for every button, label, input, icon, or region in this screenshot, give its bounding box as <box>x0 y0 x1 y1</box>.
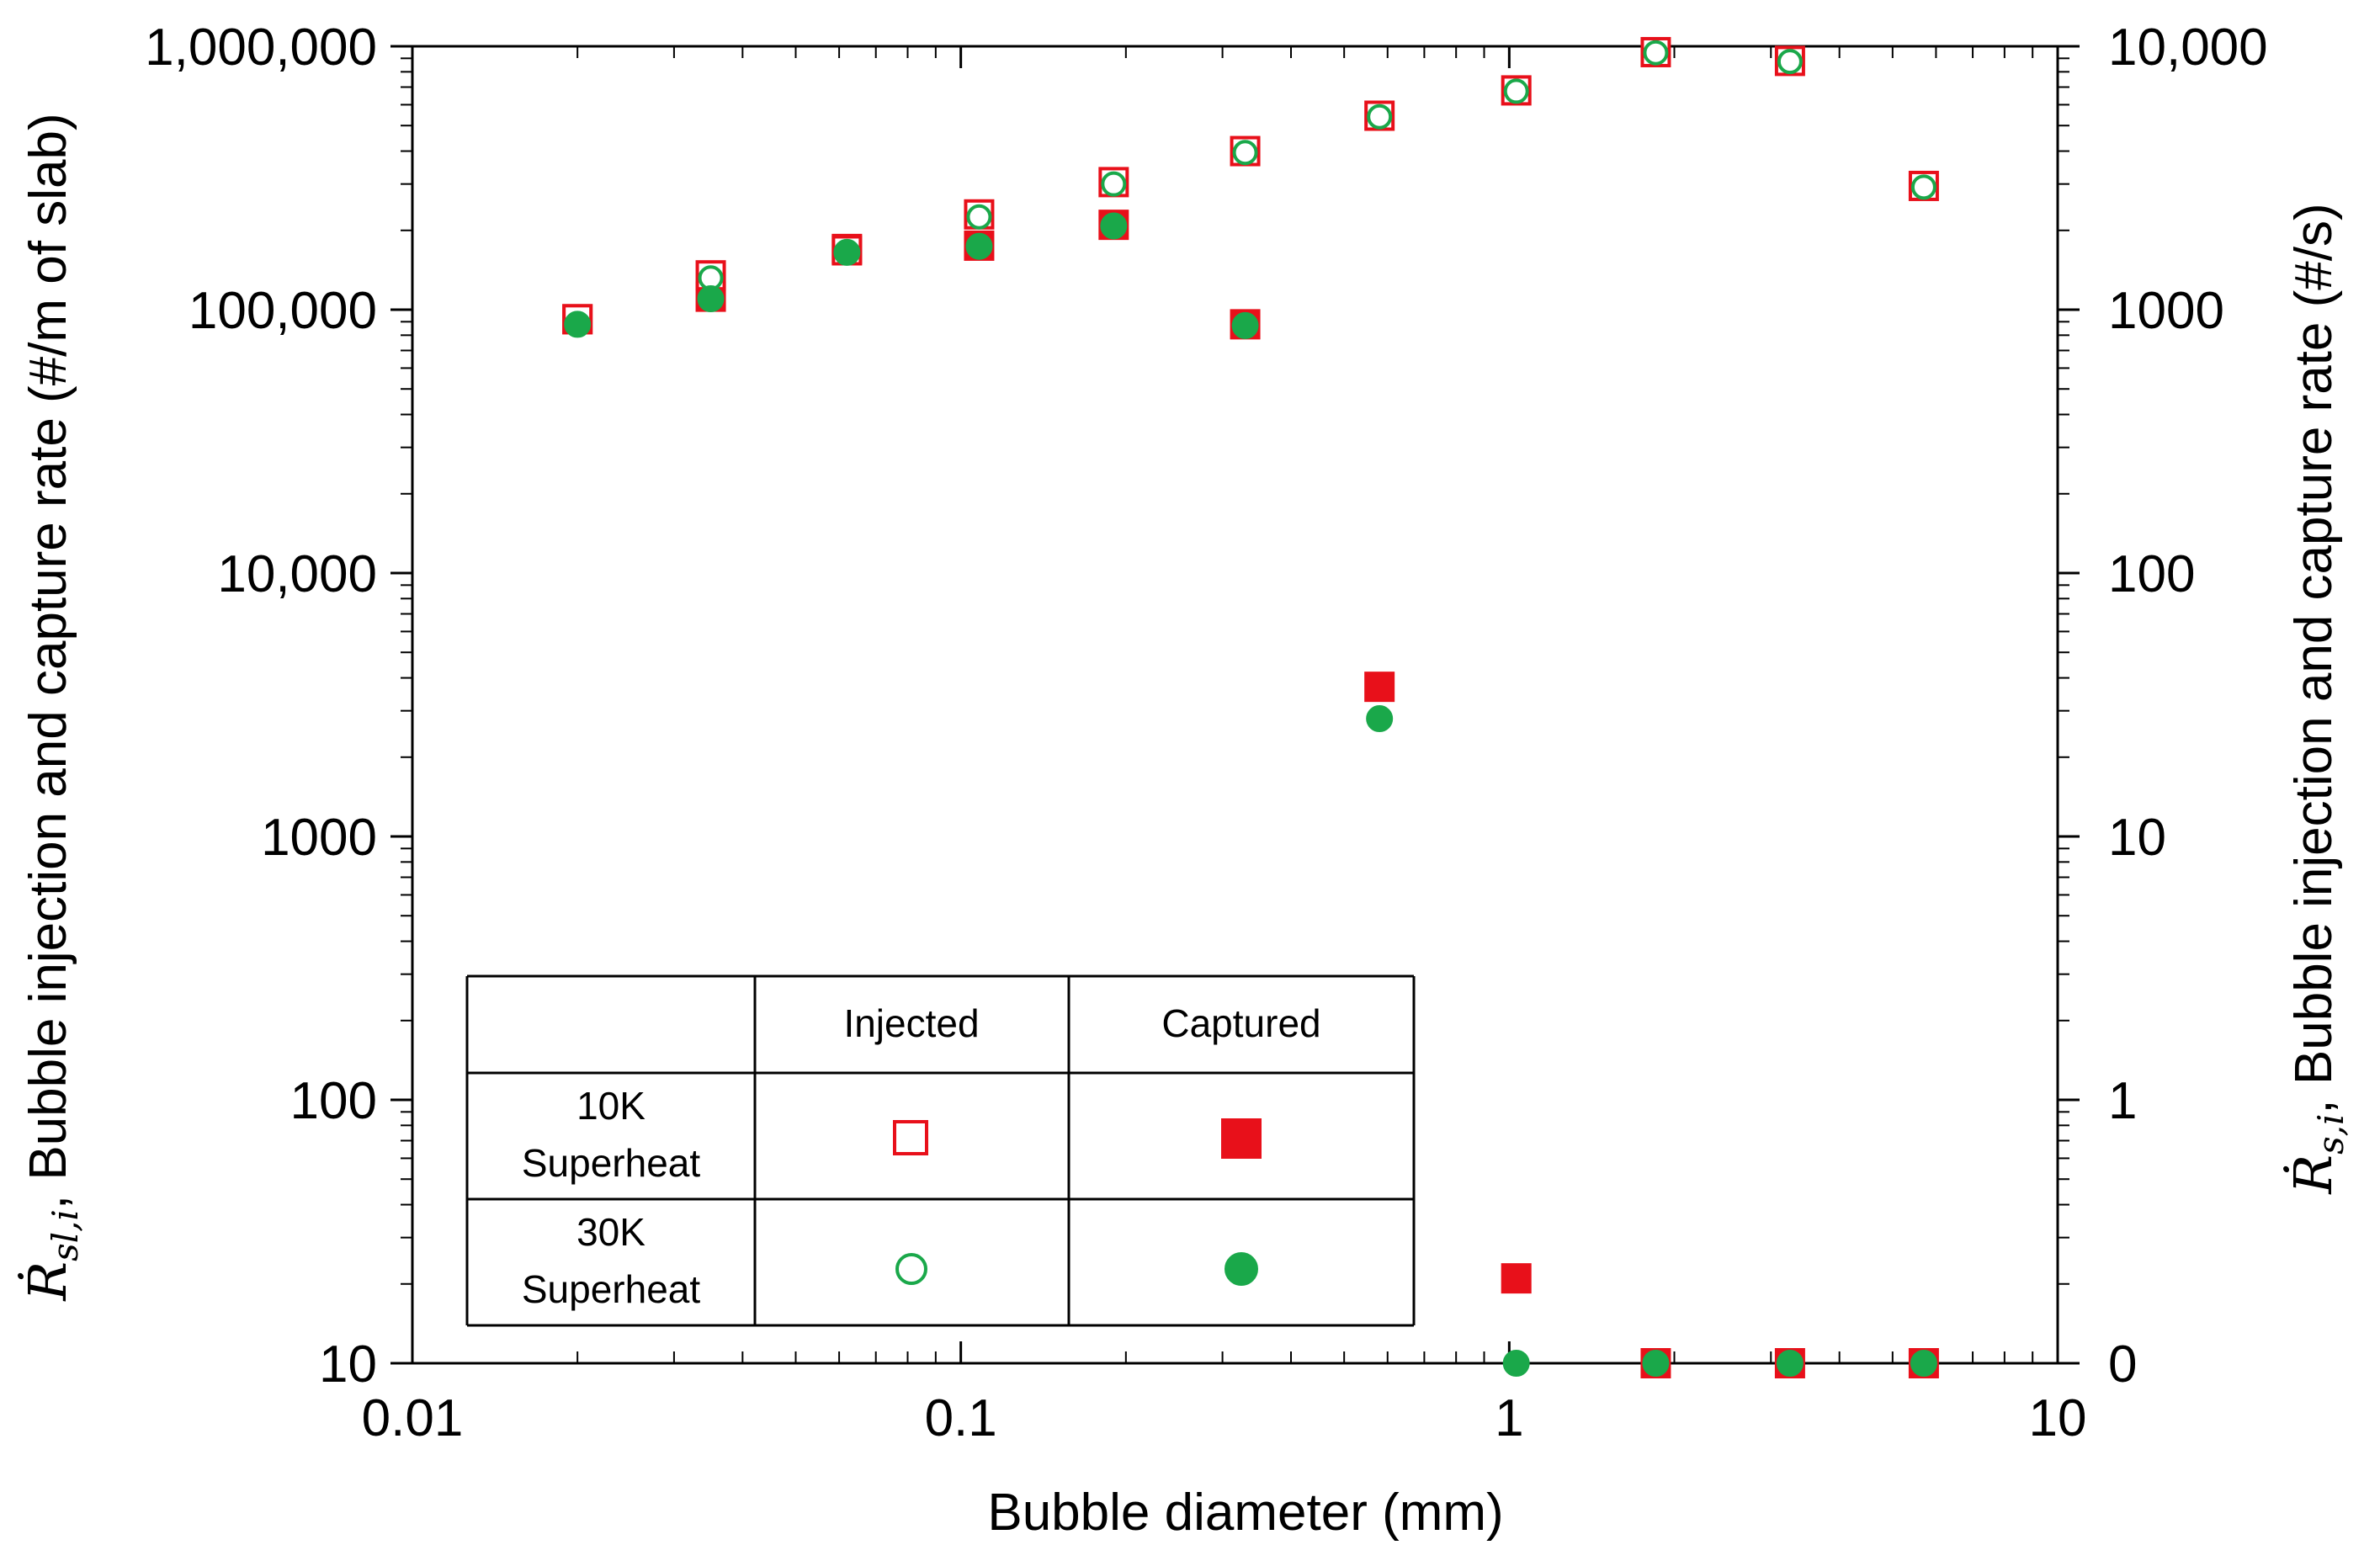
y-left-symbol: Ṙ <box>17 1261 78 1302</box>
data-point-30k-injected <box>1367 104 1393 130</box>
y-right-tick-label: 10,000 <box>2108 19 2268 77</box>
y-right-tick-labels: 0 1 10 100 1000 10,000 <box>2108 19 2268 1394</box>
legend-row-30k-line2: Superheat <box>522 1267 700 1311</box>
y-left-tick-label: 1000 <box>261 809 377 867</box>
y-right-tick-label: 100 <box>2108 545 2195 603</box>
y-right-tick-label: 0 <box>2108 1335 2137 1394</box>
plot-frame <box>411 45 2059 1365</box>
y-left-tick-labels: 10 100 1000 10,000 100,000 1,000,000 <box>145 19 377 1394</box>
legend-row-10k-line1: 10K <box>576 1084 645 1128</box>
y-left-text: , Bubble injection and capture rate (#/m… <box>19 113 77 1209</box>
data-markers <box>562 36 1939 1378</box>
y-left-tick-label: 10,000 <box>217 545 377 603</box>
y-right-subscript: s,i <box>2310 1114 2351 1155</box>
data-point-30k-injected <box>1503 78 1529 104</box>
data-point-30k-captured <box>1910 1350 1937 1377</box>
x-tick-label: 0.01 <box>362 1389 464 1447</box>
y-left-subscript: sl,i <box>45 1209 86 1261</box>
x-tick-label: 1 <box>1495 1389 1523 1447</box>
data-point-10k-captured <box>1364 672 1395 703</box>
legend-marker-square-open <box>893 1120 928 1155</box>
svg-text:Ṙs,i, Bubble injection and cap: Ṙs,i, Bubble injection and capture rate … <box>2282 203 2351 1194</box>
data-point-30k-captured <box>1502 1350 1530 1377</box>
legend-row-10k-line2: Superheat <box>522 1141 700 1185</box>
data-point-30k-captured <box>564 311 592 338</box>
legend-row-30k-line1: 30K <box>576 1210 645 1254</box>
y-right-tick-label: 1000 <box>2108 282 2224 340</box>
y-left-tick-label: 1,000,000 <box>145 19 377 77</box>
y-left-tick-label: 100,000 <box>189 282 377 340</box>
y-right-symbol: Ṙ <box>2282 1155 2344 1195</box>
legend-table: Injected Captured 10K Superheat 30K Supe… <box>465 974 1416 1327</box>
data-point-30k-captured <box>965 232 993 260</box>
data-point-30k-captured <box>1366 705 1394 733</box>
data-point-30k-injected <box>1232 140 1258 166</box>
x-tick-label: 0.1 <box>925 1389 997 1447</box>
data-point-30k-captured <box>1776 1350 1804 1377</box>
y-right-text: , Bubble injection and capture rate (#/s… <box>2285 203 2343 1113</box>
data-point-30k-captured <box>697 285 725 313</box>
data-point-30k-injected <box>1101 171 1127 197</box>
legend-header-injected: Injected <box>843 1001 979 1045</box>
minor-ticks <box>401 46 2069 1363</box>
x-tick-label: 10 <box>2029 1389 2087 1447</box>
legend-marker-circle-open <box>895 1253 927 1285</box>
y-left-tick-label: 100 <box>290 1072 377 1130</box>
legend-header-captured: Captured <box>1161 1001 1320 1045</box>
y-axis-right-title: Ṙs,i, Bubble injection and capture rate … <box>2282 203 2351 1194</box>
y-left-tick-label: 10 <box>319 1335 377 1394</box>
data-point-30k-injected <box>966 204 992 230</box>
data-point-30k-captured <box>1100 212 1128 240</box>
data-point-30k-injected <box>1777 49 1803 75</box>
major-ticks <box>390 45 2080 1365</box>
legend-marker-square-filled <box>1221 1118 1262 1159</box>
y-right-tick-label: 10 <box>2108 809 2166 867</box>
data-point-30k-captured <box>833 238 861 266</box>
svg-text:Ṙsl,i, Bubble injection and ca: Ṙsl,i, Bubble injection and capture rate… <box>17 113 86 1301</box>
data-point-30k-captured <box>1231 311 1259 339</box>
legend-marker-circle-filled <box>1225 1252 1258 1286</box>
y-axis-left-title: Ṙsl,i, Bubble injection and capture rate… <box>17 113 86 1301</box>
data-point-30k-injected <box>1910 174 1936 200</box>
data-point-10k-captured <box>1501 1263 1532 1294</box>
data-point-30k-captured <box>1642 1350 1670 1377</box>
data-point-30k-injected <box>1643 40 1669 66</box>
x-tick-labels: 0.01 0.1 1 10 <box>362 1389 2087 1447</box>
y-right-tick-label: 1 <box>2108 1072 2137 1130</box>
x-axis-title: Bubble diameter (mm) <box>987 1484 1503 1542</box>
